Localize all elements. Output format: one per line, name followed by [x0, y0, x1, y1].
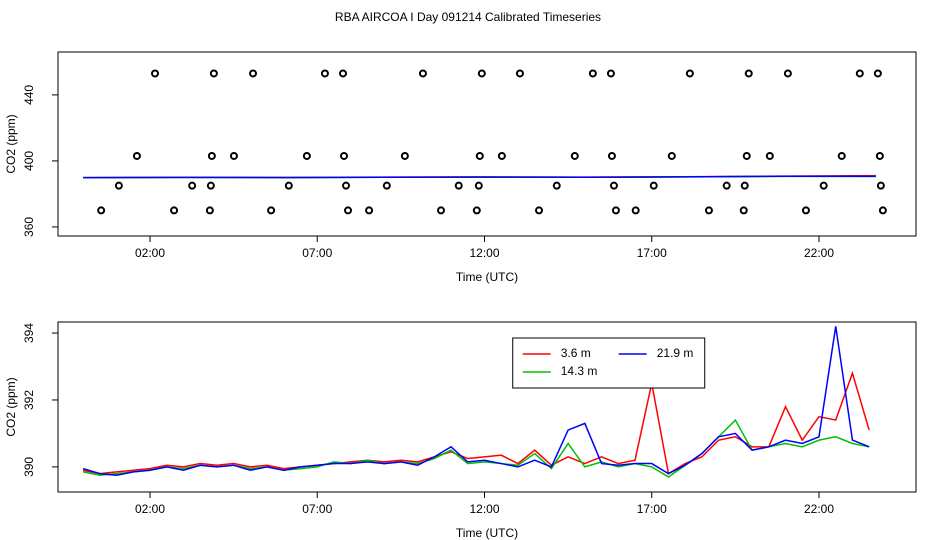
marker-point — [740, 181, 749, 190]
plot-frame — [57, 321, 917, 493]
marker-point — [284, 181, 293, 190]
marker-point — [400, 151, 409, 160]
y-tick-label: 440 — [22, 85, 36, 105]
x-tick-label: 17:00 — [637, 246, 667, 260]
marker-point — [365, 206, 374, 215]
marker-point — [535, 206, 544, 215]
marker-point — [170, 206, 179, 215]
legend: 3.6 m 14.3 m 21.9 m — [512, 337, 706, 389]
marker-point — [97, 206, 106, 215]
marker-point — [342, 181, 351, 190]
marker-point — [249, 69, 258, 78]
marker-point — [837, 151, 846, 160]
series-line — [82, 370, 870, 475]
marker-point — [875, 151, 884, 160]
marker-point — [205, 206, 214, 215]
y-axis-label: CO2 (ppm) — [4, 377, 18, 436]
marker-point — [229, 151, 238, 160]
marker-point — [114, 181, 123, 190]
marker-point — [739, 206, 748, 215]
marker-point — [744, 69, 753, 78]
marker-point — [819, 181, 828, 190]
plot-frame — [57, 51, 917, 237]
marker-point — [722, 181, 731, 190]
marker-point — [667, 151, 676, 160]
marker-point — [515, 69, 524, 78]
y-tick-label: 360 — [22, 217, 36, 237]
marker-point — [340, 151, 348, 160]
marker-point — [873, 69, 882, 78]
marker-point — [206, 181, 215, 190]
y-tick-label: 390 — [22, 457, 36, 477]
marker-point — [209, 69, 218, 78]
x-tick-label: 22:00 — [804, 502, 834, 516]
marker-point — [649, 181, 658, 190]
marker-point — [570, 151, 579, 160]
x-tick-label: 07:00 — [302, 502, 332, 516]
marker-point — [475, 151, 484, 160]
marker-point — [151, 69, 160, 78]
marker-point — [855, 69, 864, 78]
marker-point — [742, 151, 751, 160]
legend-box — [512, 337, 706, 389]
marker-point — [588, 69, 597, 78]
marker-point — [477, 69, 486, 78]
marker-point — [878, 206, 887, 215]
y-axis-label: CO2 (ppm) — [4, 114, 18, 173]
marker-point — [320, 69, 329, 78]
marker-point — [338, 69, 347, 78]
x-tick-label: 02:00 — [135, 246, 165, 260]
marker-point — [474, 181, 483, 190]
marker-point — [267, 206, 276, 215]
marker-point — [418, 69, 427, 78]
series-line — [82, 326, 870, 477]
marker-point — [609, 181, 618, 190]
marker-point — [607, 151, 616, 160]
marker-point — [188, 181, 197, 190]
marker-point — [783, 69, 792, 78]
x-tick-label: 22:00 — [804, 246, 834, 260]
marker-point — [497, 151, 506, 160]
x-tick-label: 12:00 — [469, 246, 499, 260]
marker-point — [344, 206, 353, 215]
legend-label: 21.9 m — [657, 346, 694, 360]
marker-point — [302, 151, 311, 160]
marker-point — [631, 206, 640, 215]
x-tick-label: 17:00 — [637, 502, 667, 516]
marker-point — [207, 151, 216, 160]
marker-point — [472, 206, 481, 215]
marker-point — [801, 206, 810, 215]
figure-title: RBA AIRCOA I Day 091214 Calibrated Times… — [335, 10, 601, 24]
marker-point — [685, 69, 694, 78]
x-tick-label: 07:00 — [302, 246, 332, 260]
marker-point — [876, 181, 885, 190]
marker-point — [552, 181, 561, 190]
y-tick-label: 394 — [22, 323, 36, 343]
marker-point — [704, 206, 713, 215]
marker-point — [132, 151, 141, 160]
marker-point — [454, 181, 463, 190]
marker-point — [611, 206, 620, 215]
marker-point — [606, 69, 615, 78]
y-tick-label: 400 — [22, 151, 36, 171]
x-tick-label: 12:00 — [469, 502, 499, 516]
legend-label: 14.3 m — [561, 364, 598, 378]
y-tick-label: 392 — [22, 390, 36, 410]
x-tick-label: 02:00 — [135, 502, 165, 516]
marker-point — [765, 151, 774, 160]
x-axis-label: Time (UTC) — [456, 270, 518, 284]
series-line — [83, 175, 876, 179]
x-axis-label: Time (UTC) — [456, 526, 518, 540]
marker-point — [382, 181, 391, 190]
legend-label: 3.6 m — [561, 346, 591, 360]
marker-point — [437, 206, 446, 215]
